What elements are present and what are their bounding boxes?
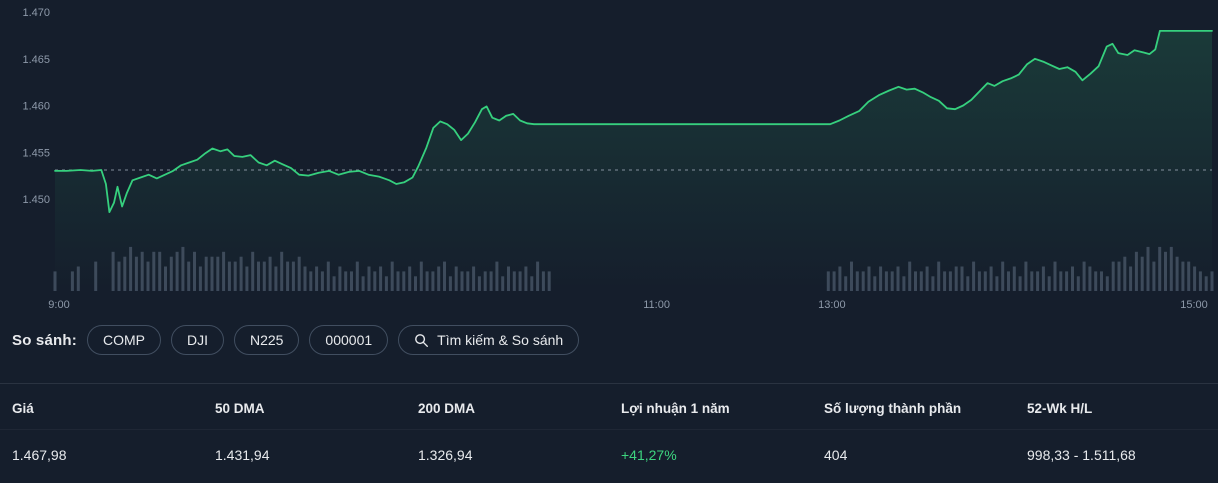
stat-value-price: 1.467,98 — [12, 447, 67, 463]
stat-header-constituents: Số lượng thành phần — [824, 401, 962, 416]
x-axis-label: 9:00 — [48, 299, 69, 311]
compare-search-label: Tìm kiếm & So sánh — [437, 332, 564, 348]
compare-chip-dji[interactable]: DJI — [170, 325, 224, 355]
stats-table: Giá 50 DMA 200 DMA Lợi nhuận 1 năm Số lư… — [0, 384, 1218, 463]
x-axis-label: 15:00 — [1180, 299, 1208, 311]
stat-value-50dma: 1.431,94 — [215, 447, 270, 463]
stats-header-row: Giá 50 DMA 200 DMA Lợi nhuận 1 năm Số lư… — [0, 384, 1218, 430]
stat-header-1y-return: Lợi nhuận 1 năm — [621, 401, 730, 416]
price-line — [54, 30, 1213, 213]
y-axis-label: 1.450 — [22, 194, 50, 206]
volume-bars — [53, 246, 1214, 291]
y-axis-label: 1.465 — [22, 54, 50, 66]
stats-value-row: 1.467,98 1.431,94 1.326,94 +41,27% 404 9… — [0, 430, 1218, 463]
stat-header-52wk-hl: 52-Wk H/L — [1027, 401, 1093, 416]
y-axis-label: 1.470 — [22, 7, 50, 19]
stat-header-50dma: 50 DMA — [215, 401, 265, 416]
stats-divider — [0, 383, 1218, 384]
compare-label: So sánh: — [12, 331, 77, 349]
compare-chip-comp[interactable]: COMP — [86, 325, 161, 355]
x-axis-label: 11:00 — [643, 299, 670, 311]
stat-header-200dma: 200 DMA — [418, 401, 476, 416]
chart-svg[interactable]: 1.470 1.465 1.460 1.455 1.450 9:00 11:00 13:00 1… — [0, 0, 1218, 316]
search-icon — [415, 333, 429, 347]
price-area-fill — [55, 30, 1212, 292]
price-chart[interactable]: 1.470 1.465 1.460 1.455 1.450 9:00 11:00 13:00 1… — [0, 0, 1218, 316]
compare-chip-n225[interactable]: N225 — [233, 325, 300, 355]
compare-bar: So sánh: COMP DJI N225 000001 Tìm kiếm &… — [12, 324, 1218, 356]
stat-value-52wk-hl: 998,33 - 1.511,68 — [1027, 447, 1136, 463]
stat-header-price: Giá — [12, 401, 34, 416]
x-axis-label: 13:00 — [818, 299, 846, 311]
compare-chip-000001[interactable]: 000001 — [309, 325, 389, 355]
stat-value-200dma: 1.326,94 — [418, 447, 473, 463]
y-axis-label: 1.460 — [22, 101, 50, 113]
finance-chart-panel: 1.470 1.465 1.460 1.455 1.450 9:00 11:00 13:00 1… — [0, 0, 1218, 463]
compare-search-button[interactable]: Tìm kiếm & So sánh — [398, 325, 580, 355]
y-axis-label: 1.455 — [22, 147, 50, 159]
stat-value-1y-return: +41,27% — [621, 447, 677, 463]
stat-value-constituents: 404 — [824, 447, 848, 463]
